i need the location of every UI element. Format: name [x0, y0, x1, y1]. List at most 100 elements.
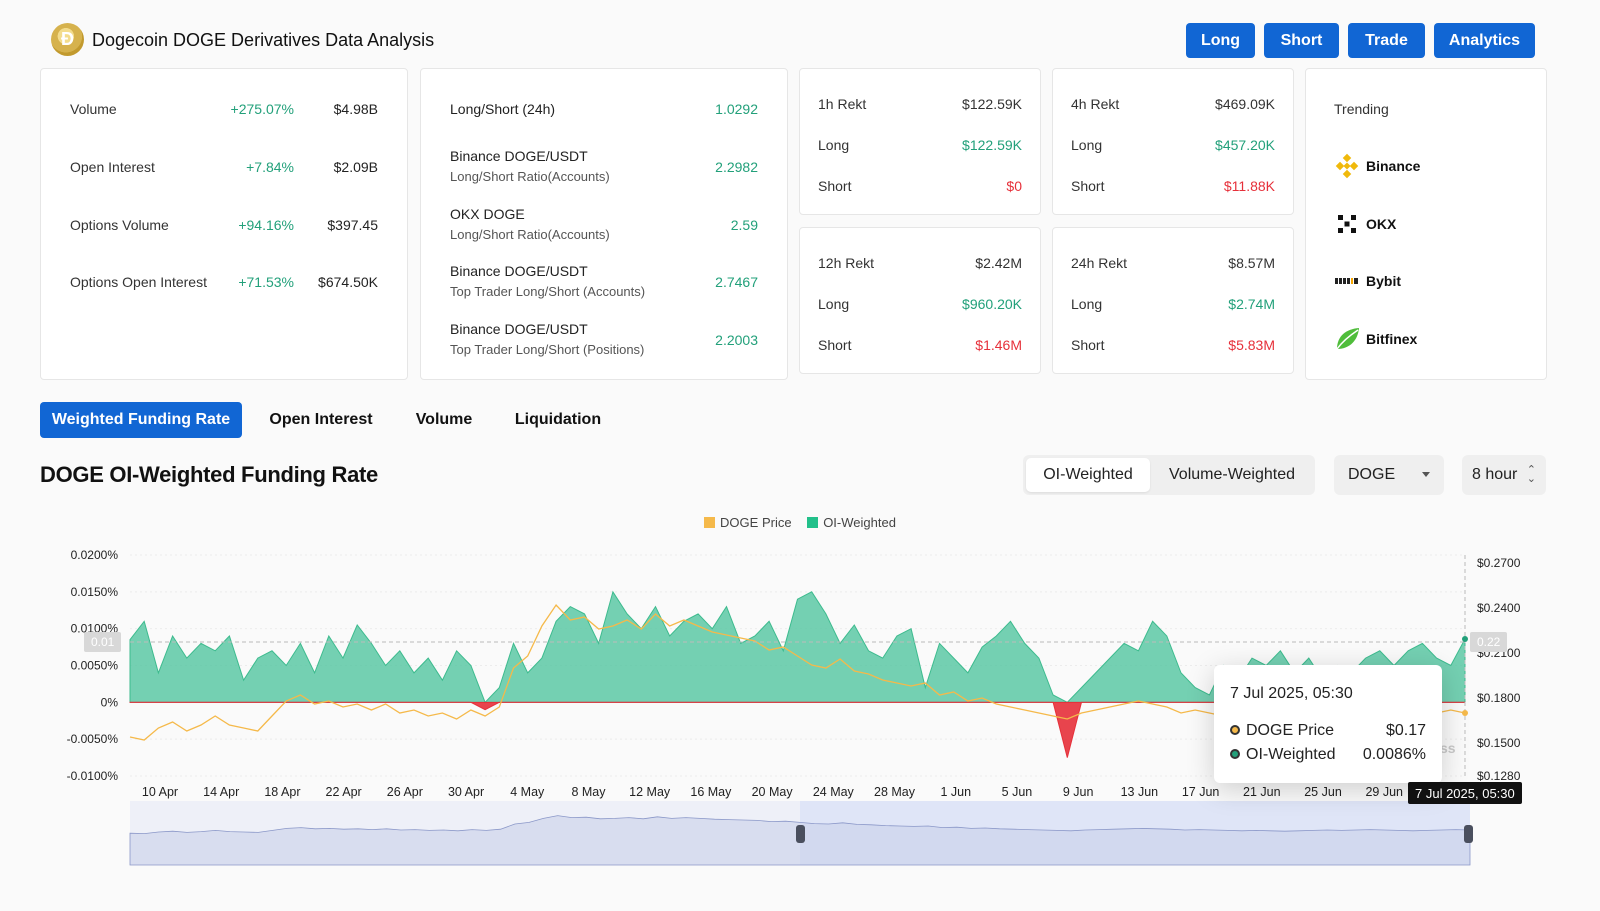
crosshair-right-badge: 0.22 — [1470, 632, 1508, 652]
tooltip-row-price: DOGE Price $0.17 — [1230, 719, 1426, 743]
ls-label: Long/Short (24h) — [450, 101, 556, 117]
oi-weighted-area — [129, 590, 1466, 704]
rekt-long-label: Long — [818, 137, 850, 153]
tab-liquidation[interactable]: Liquidation — [514, 411, 602, 428]
tooltip-date: 7 Jul 2025, 05:30 — [1230, 685, 1353, 702]
rekt-long-label: Long — [818, 296, 850, 312]
long-button[interactable]: Long — [1186, 23, 1255, 58]
stat-value: $674.50K — [318, 274, 378, 290]
rekt-long-value: $960.20K — [962, 296, 1022, 312]
rekt-24h-card: 24h Rekt $8.57M Long $2.74M Short $5.83M — [1052, 227, 1294, 374]
y-left-tick-label: 0.0050% — [71, 659, 119, 673]
tooltip-oi-label: OI-Weighted — [1246, 746, 1336, 763]
stepper-updown-icon: ⌃ ⌄ — [1526, 464, 1536, 485]
stat-label: Options Open Interest — [70, 274, 207, 290]
chart-legend: DOGE Price OI-Weighted — [0, 515, 1600, 530]
interval-select[interactable]: 8 hour ⌃ ⌄ — [1462, 455, 1546, 495]
rekt-total: $2.42M — [975, 255, 1022, 271]
volume-weighted-toggle[interactable]: Volume-Weighted — [1169, 466, 1295, 483]
funding-rate-chart[interactable]: DOGE Price OI-Weighted 0.0200% 0.0150% 0.0… — [0, 505, 1600, 880]
rekt-title: 4h Rekt — [1071, 96, 1120, 112]
rekt-title: 1h Rekt — [818, 96, 867, 112]
stat-change: +71.53% — [238, 274, 294, 290]
ls-label: Binance DOGE/USDT Top Trader Long/Short (… — [450, 263, 645, 299]
ls-exchange: Binance DOGE/USDT — [450, 321, 588, 337]
tab-weighted-funding-rate[interactable]: Weighted Funding Rate — [40, 402, 242, 438]
ls-value: 1.0292 — [715, 101, 758, 117]
y-left-tick-label: 0.0150% — [71, 585, 119, 599]
tab-open-interest[interactable]: Open Interest — [269, 411, 373, 428]
analytics-button[interactable]: Analytics — [1434, 23, 1535, 58]
legend-item-oi[interactable]: OI-Weighted — [807, 515, 896, 530]
legend-label-oi: OI-Weighted — [823, 515, 896, 530]
trending-item-label: Bitfinex — [1366, 331, 1418, 347]
ls-sub: Long/Short Ratio(Accounts) — [450, 227, 610, 242]
page-title: Dogecoin DOGE Derivatives Data Analysis — [92, 30, 435, 50]
ls-label: OKX DOGE Long/Short Ratio(Accounts) — [450, 206, 610, 242]
coin-select-value: DOGE — [1348, 466, 1396, 483]
rekt-short-value: $1.46M — [975, 337, 1022, 353]
oi-weighted-toggle[interactable]: OI-Weighted — [1026, 458, 1150, 492]
rekt-short-label: Short — [1071, 178, 1105, 194]
stat-value: $4.98B — [333, 101, 378, 117]
ls-value: 2.59 — [730, 217, 758, 233]
rekt-short-label: Short — [818, 178, 852, 194]
legend-item-price[interactable]: DOGE Price — [704, 515, 792, 530]
tooltip-label-oi: OI-Weighted — [1230, 746, 1336, 764]
ls-value: 2.2003 — [715, 332, 758, 348]
x-tick-label: 12 May — [629, 785, 671, 799]
trending-item-label: Binance — [1366, 158, 1421, 174]
tab-volume[interactable]: Volume — [415, 411, 473, 428]
crosshair-point-price — [1462, 710, 1468, 716]
ls-value: 2.7467 — [715, 274, 758, 290]
okx-icon — [1334, 211, 1360, 237]
x-tick-label: 26 Apr — [387, 785, 423, 799]
crosshair-point-oi — [1462, 635, 1468, 642]
bitfinex-icon — [1334, 326, 1360, 352]
doge-logo-icon: Ð — [51, 23, 84, 56]
rekt-long-label: Long — [1071, 137, 1103, 153]
page-header: Ð Dogecoin DOGE Derivatives Data Analysi… — [40, 20, 1568, 62]
stat-change: +275.07% — [230, 101, 294, 117]
trending-item-binance[interactable]: Binance — [1334, 153, 1420, 179]
stat-value: $2.09B — [333, 159, 378, 175]
trending-item-bitfinex[interactable]: Bitfinex — [1334, 326, 1417, 352]
legend-swatch-price — [704, 517, 716, 528]
rekt-long-value: $2.74M — [1228, 296, 1275, 312]
trending-item-bybit[interactable]: Bybit — [1334, 268, 1401, 294]
short-button[interactable]: Short — [1264, 23, 1339, 58]
bybit-icon — [1334, 268, 1360, 294]
ls-exchange: OKX DOGE — [450, 206, 525, 222]
ls-sub: Top Trader Long/Short (Positions) — [450, 342, 645, 357]
rekt-title: 12h Rekt — [818, 255, 875, 271]
y-right-tick-label: $0.1500 — [1477, 736, 1521, 750]
zoom-handle-left — [796, 825, 805, 843]
y-left-tick-label: 0.0200% — [71, 548, 119, 562]
chart-watermark: ss — [1440, 740, 1456, 756]
tooltip-dot-oi — [1230, 749, 1240, 759]
y-right-tick-label: $0.1280 — [1477, 769, 1521, 783]
stat-change: +7.84% — [246, 159, 294, 175]
crosshair-left-badge: 0.01 — [84, 632, 122, 652]
stat-value: $397.45 — [327, 217, 378, 233]
tooltip-oi-value: 0.0086% — [1362, 746, 1426, 763]
x-tick-label: 5 Jun — [1002, 785, 1033, 799]
trending-item-okx[interactable]: OKX — [1334, 211, 1396, 237]
crosshair-x-label: 7 Jul 2025, 05:30 — [1408, 782, 1522, 804]
x-tick-label: 8 May — [571, 785, 606, 799]
trade-button[interactable]: Trade — [1348, 23, 1425, 58]
stat-label: Volume — [70, 101, 117, 117]
x-tick-label: 30 Apr — [448, 785, 484, 799]
rekt-short-label: Short — [818, 337, 852, 353]
tooltip-price-label: DOGE Price — [1246, 722, 1335, 739]
x-tick-label: 29 Jun — [1365, 785, 1403, 799]
legend-label-price: DOGE Price — [720, 515, 792, 530]
x-tick-label: 25 Jun — [1304, 785, 1342, 799]
market-stats-card: Volume +275.07% $4.98B Open Interest +7.… — [40, 68, 408, 380]
x-tick-label: 17 Jun — [1182, 785, 1220, 799]
legend-swatch-oi — [807, 517, 819, 528]
y-left-tick-label: -0.0100% — [67, 769, 119, 783]
coin-select[interactable]: DOGE — [1334, 455, 1444, 495]
rekt-long-value: $457.20K — [1215, 137, 1275, 153]
y-left-tick-label: -0.0050% — [67, 732, 119, 746]
